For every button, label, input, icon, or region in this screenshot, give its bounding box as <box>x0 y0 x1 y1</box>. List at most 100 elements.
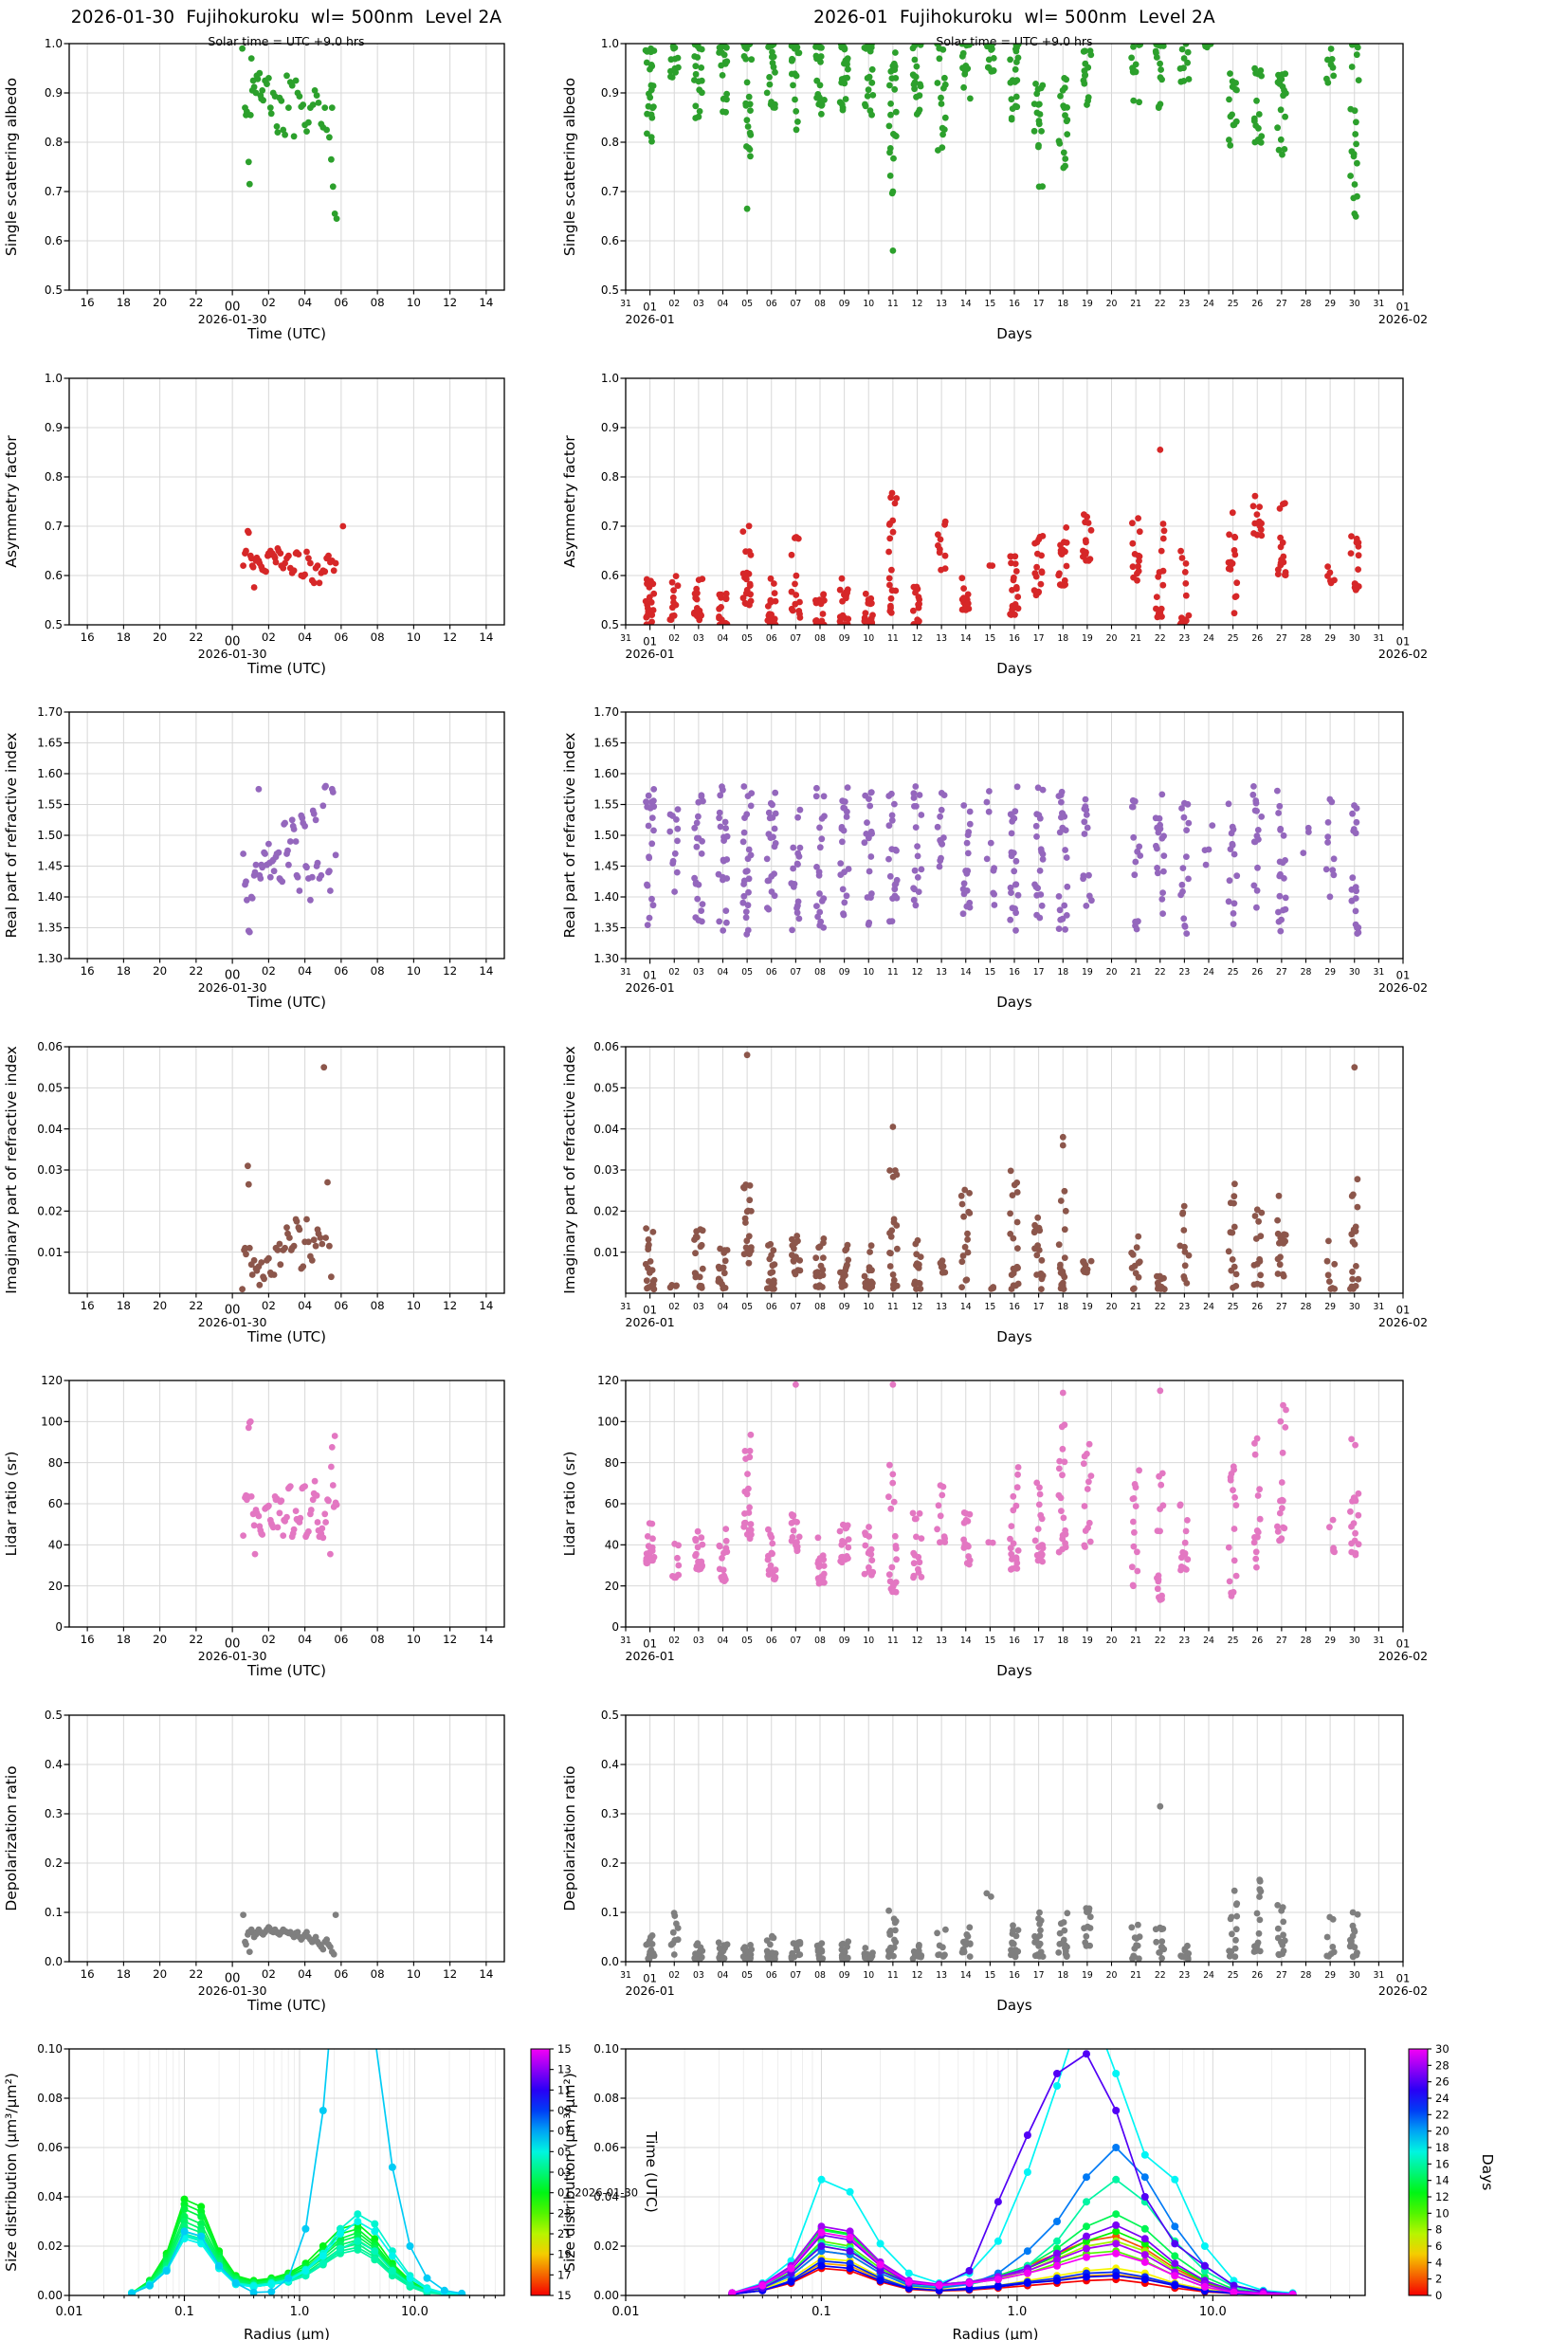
svg-text:03: 03 <box>557 2166 572 2179</box>
svg-text:22: 22 <box>1155 1970 1166 1981</box>
svg-text:Lidar ratio (sr): Lidar ratio (sr) <box>561 1452 578 1557</box>
svg-text:11: 11 <box>887 299 899 309</box>
svg-text:24: 24 <box>1203 967 1214 978</box>
svg-text:0.01: 0.01 <box>593 1245 619 1258</box>
svg-text:31: 31 <box>620 967 631 978</box>
svg-text:21: 21 <box>1130 299 1141 309</box>
svg-text:Days: Days <box>996 1328 1032 1345</box>
svg-text:0.0: 0.0 <box>601 1955 619 1968</box>
svg-text:10: 10 <box>863 1636 874 1646</box>
svg-text:20: 20 <box>1106 1636 1118 1646</box>
svg-text:30: 30 <box>1349 299 1360 309</box>
svg-text:12: 12 <box>443 296 457 309</box>
svg-text:11: 11 <box>887 1636 899 1646</box>
svg-text:07: 07 <box>790 633 801 644</box>
svg-text:16: 16 <box>1009 299 1020 309</box>
svg-text:01: 01 <box>1396 301 1411 314</box>
svg-text:04: 04 <box>298 1299 312 1312</box>
svg-text:0: 0 <box>1435 2289 1442 2302</box>
svg-text:29: 29 <box>1324 1970 1336 1981</box>
chart-real-refractive-index-daily: 1.30 1.35 1.40 1.45 1.50 1.55 1.60 1.65 1.70 16 18… <box>0 668 1568 1059</box>
svg-text:05: 05 <box>557 2145 572 2158</box>
svg-text:12: 12 <box>443 964 457 978</box>
svg-text:16: 16 <box>81 631 95 644</box>
svg-text:18: 18 <box>117 1633 131 1646</box>
svg-text:0.01: 0.01 <box>56 2305 83 2319</box>
svg-text:27: 27 <box>1276 633 1287 644</box>
svg-text:00: 00 <box>225 301 241 315</box>
svg-text:0.08: 0.08 <box>593 2092 619 2105</box>
svg-text:02: 02 <box>262 1633 276 1646</box>
svg-text:08: 08 <box>814 299 826 309</box>
svg-text:2026-01: 2026-01 <box>626 980 675 995</box>
svg-text:10: 10 <box>863 633 874 644</box>
svg-text:22: 22 <box>1155 1302 1166 1312</box>
svg-text:Time (UTC): Time (UTC) <box>643 2130 660 2213</box>
svg-text:02: 02 <box>668 633 680 644</box>
svg-text:1.55: 1.55 <box>593 798 619 812</box>
chart-depolarization-ratio-monthly: 0.0 0.1 0.2 0.3 0.4 0.5 31 01 02 03 04 05 06 07 08 09 10… <box>0 1672 1568 2062</box>
svg-text:1.30: 1.30 <box>593 952 619 965</box>
svg-text:14: 14 <box>479 631 493 644</box>
svg-text:0: 0 <box>55 1620 63 1634</box>
svg-text:Real part of refractive index: Real part of refractive index <box>561 733 578 939</box>
svg-text:16: 16 <box>81 1299 95 1312</box>
svg-text:31: 31 <box>1373 967 1384 978</box>
svg-text:20: 20 <box>153 296 167 309</box>
svg-text:10: 10 <box>407 964 421 978</box>
svg-text:28: 28 <box>1301 967 1312 978</box>
svg-text:20: 20 <box>1106 299 1118 309</box>
svg-text:24: 24 <box>1203 299 1214 309</box>
svg-text:20: 20 <box>1106 1302 1118 1312</box>
svg-text:14: 14 <box>1435 2174 1449 2187</box>
svg-text:Imaginary part of refractive i: Imaginary part of refractive index <box>3 1046 20 1294</box>
svg-text:12: 12 <box>443 1299 457 1312</box>
svg-text:20: 20 <box>153 964 167 978</box>
chart-lidar-ratio-daily: 0 20 40 60 80 100 120 16 18 20 22 00 02 04 06 08 10 12 14 2… <box>0 1337 1568 1728</box>
svg-text:17: 17 <box>1033 1970 1045 1981</box>
svg-text:08: 08 <box>814 967 826 978</box>
svg-text:60: 60 <box>48 1497 63 1510</box>
svg-text:28: 28 <box>1301 633 1312 644</box>
svg-text:21: 21 <box>1130 1302 1141 1312</box>
svg-text:1.0: 1.0 <box>601 37 619 50</box>
svg-text:16: 16 <box>1009 1302 1020 1312</box>
svg-text:0.08: 0.08 <box>37 2092 63 2105</box>
svg-text:22: 22 <box>1155 967 1166 978</box>
svg-text:24: 24 <box>1203 1970 1214 1981</box>
chart-asymmetry-factor-daily: 0.5 0.6 0.7 0.8 0.9 1.0 16 18 20 22 00 02 04 06 08 10 12… <box>0 335 1568 725</box>
svg-text:10: 10 <box>407 1299 421 1312</box>
svg-text:27: 27 <box>1276 1302 1287 1312</box>
svg-text:26: 26 <box>1251 967 1263 978</box>
svg-text:2026-02: 2026-02 <box>1378 647 1428 661</box>
svg-text:08: 08 <box>814 1636 826 1646</box>
svg-text:0.8: 0.8 <box>45 136 63 149</box>
svg-text:15: 15 <box>984 633 995 644</box>
svg-text:20: 20 <box>1435 2125 1449 2138</box>
svg-text:2026-01: 2026-01 <box>626 312 675 326</box>
svg-text:0.05: 0.05 <box>593 1081 619 1094</box>
svg-text:09: 09 <box>839 633 850 644</box>
svg-text:Time (UTC): Time (UTC) <box>246 660 326 677</box>
svg-text:01: 01 <box>643 1303 657 1316</box>
svg-text:21: 21 <box>1130 967 1141 978</box>
svg-text:05: 05 <box>741 1302 753 1312</box>
svg-text:18: 18 <box>117 964 131 978</box>
svg-text:13: 13 <box>936 1636 947 1646</box>
svg-text:2026-02: 2026-02 <box>1378 1984 1428 1998</box>
svg-text:0.01: 0.01 <box>37 1245 63 1258</box>
svg-text:31: 31 <box>620 633 631 644</box>
svg-text:25: 25 <box>1228 1636 1239 1646</box>
svg-text:Days: Days <box>996 1662 1032 1679</box>
svg-text:18: 18 <box>117 1967 131 1981</box>
svg-text:2026-01: 2026-01 <box>626 647 675 661</box>
svg-text:06: 06 <box>766 1636 777 1646</box>
svg-text:Time (UTC): Time (UTC) <box>246 325 326 342</box>
svg-text:16: 16 <box>81 1633 95 1646</box>
svg-text:07: 07 <box>790 1302 801 1312</box>
svg-text:14: 14 <box>960 1636 972 1646</box>
svg-text:1.65: 1.65 <box>37 737 63 750</box>
svg-text:16: 16 <box>1009 1636 1020 1646</box>
svg-text:6: 6 <box>1435 2239 1442 2253</box>
svg-text:12: 12 <box>443 1633 457 1646</box>
